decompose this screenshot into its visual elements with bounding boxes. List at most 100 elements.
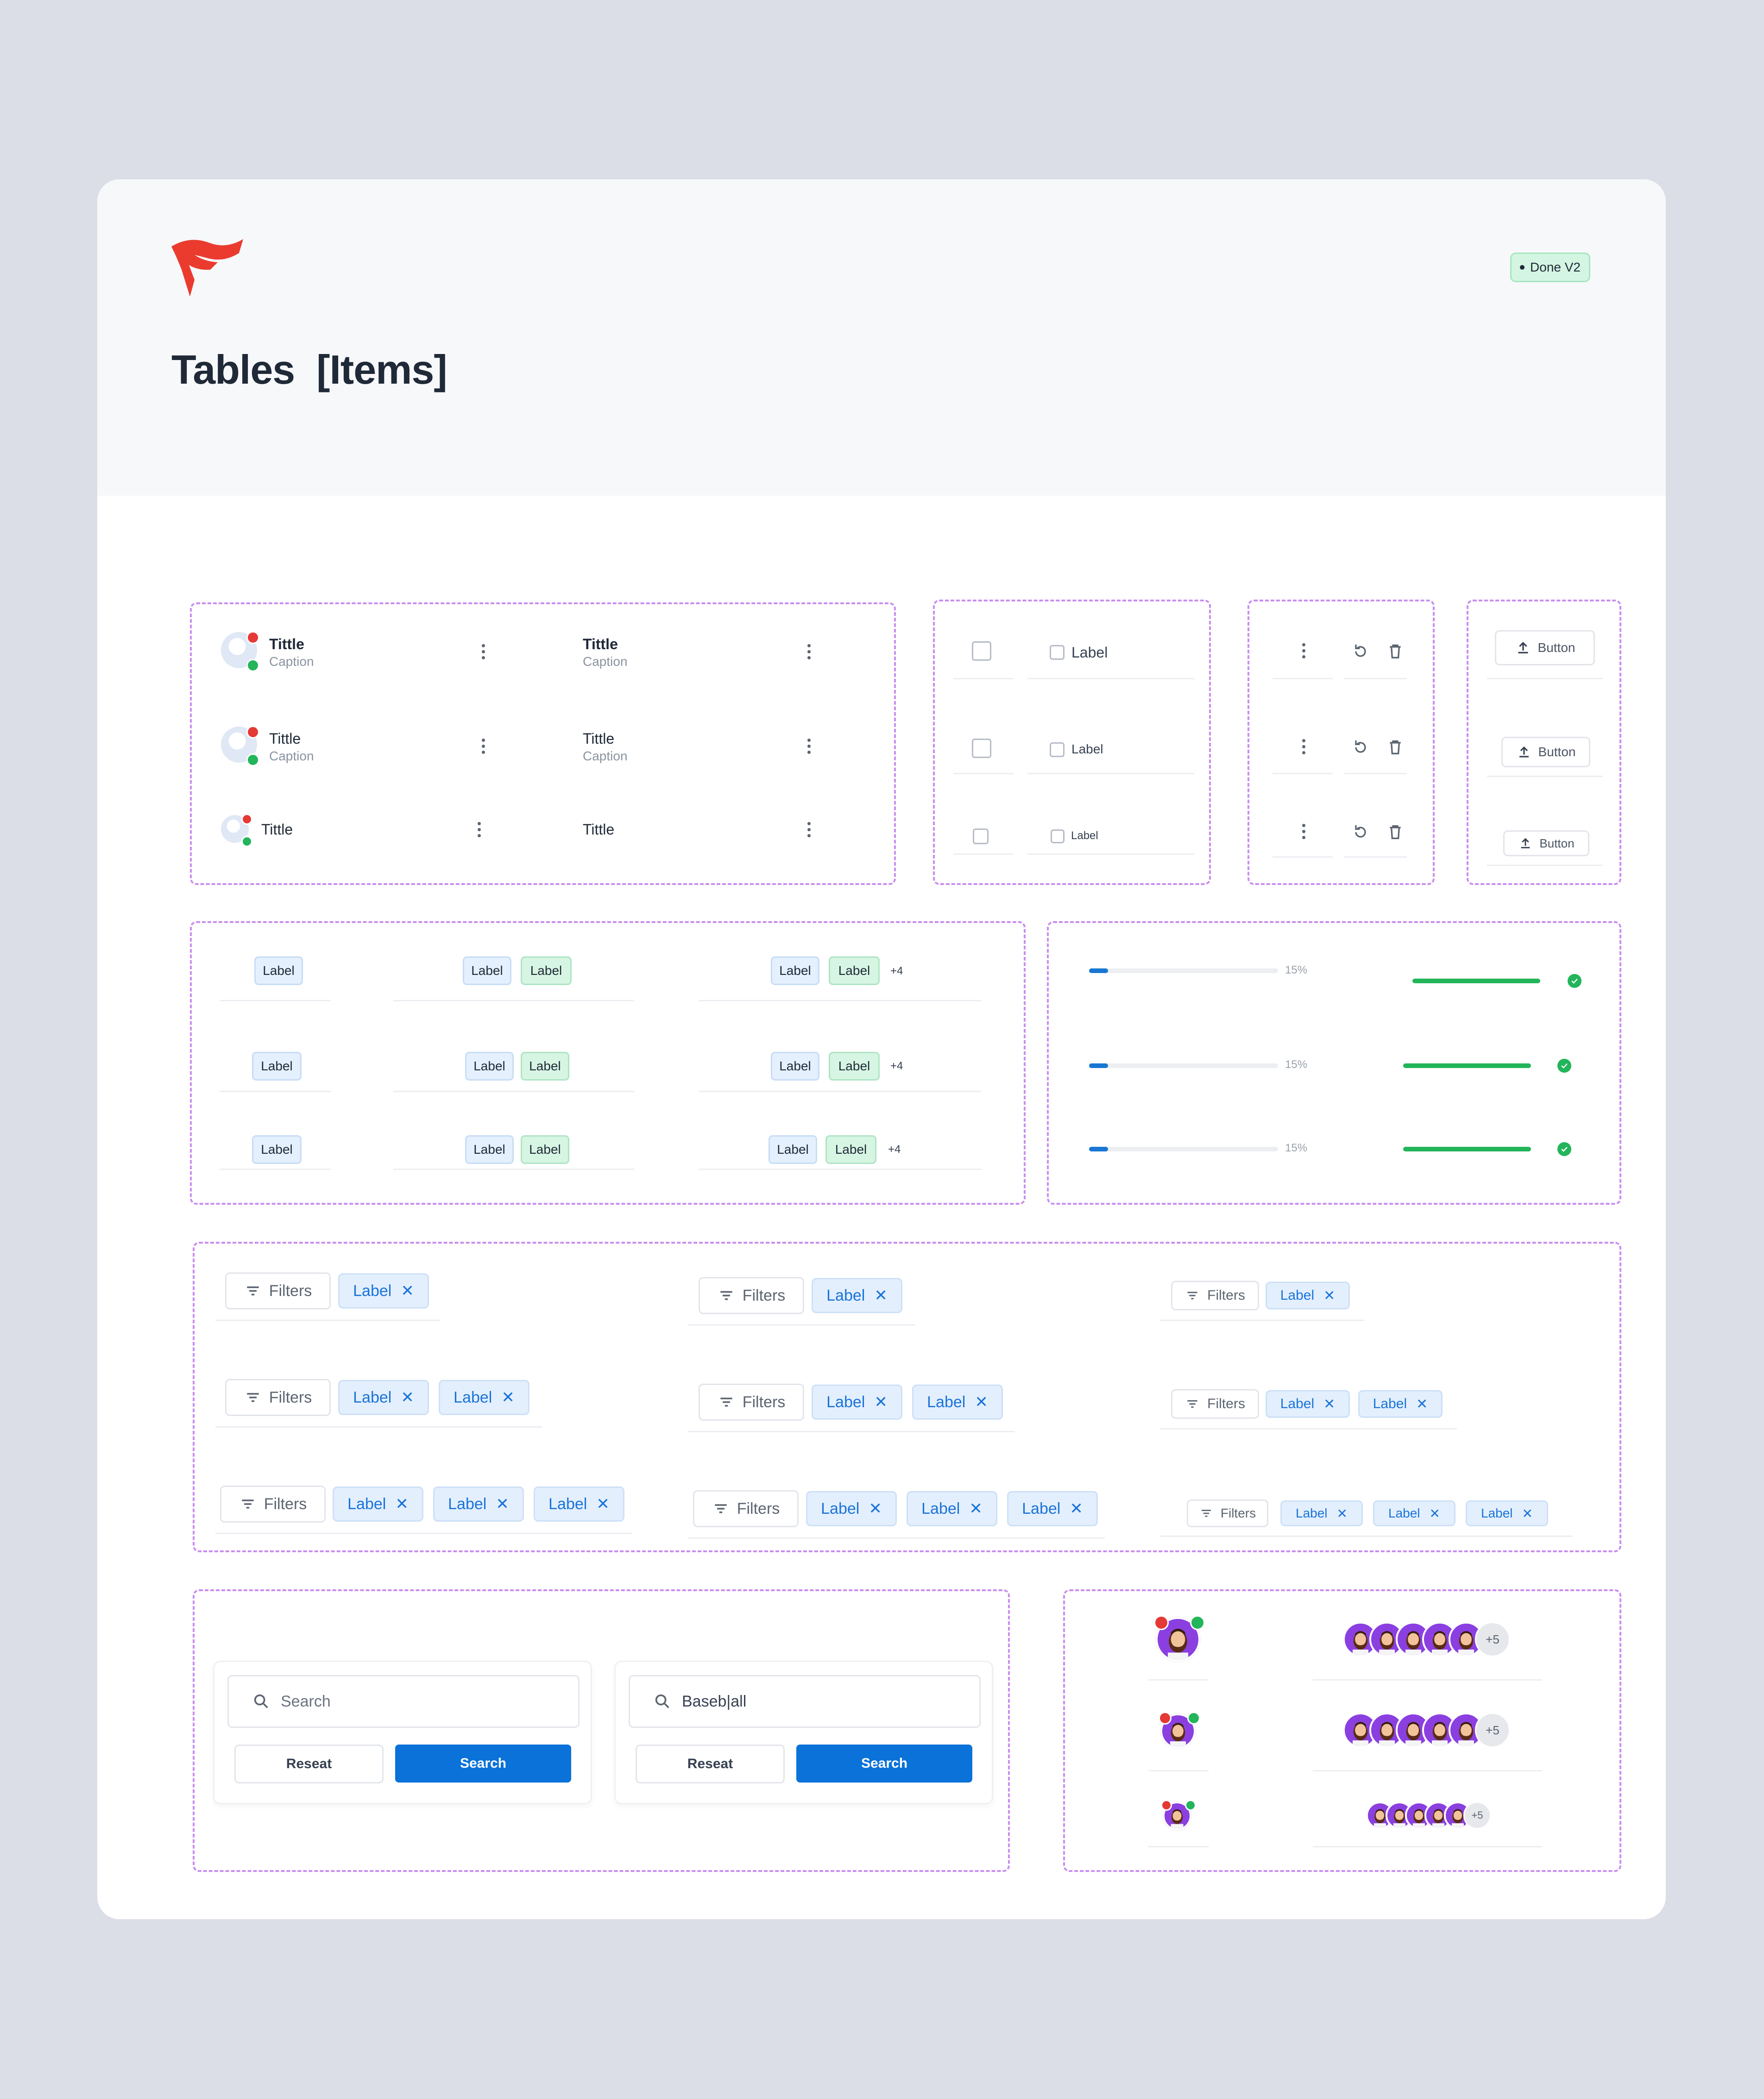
checkbox[interactable] (1050, 645, 1065, 660)
filters-button[interactable]: Filters (693, 1490, 799, 1527)
more-avatars-count[interactable]: +5 (1475, 1622, 1510, 1657)
close-icon[interactable]: ✕ (874, 1393, 888, 1411)
filter-chip[interactable]: Label ✕ (333, 1486, 423, 1522)
search-input[interactable]: Baseb|all (629, 1675, 981, 1728)
label-tag: Label (252, 1052, 302, 1081)
more-avatars-count[interactable]: +5 (1475, 1713, 1510, 1748)
close-icon[interactable]: ✕ (1522, 1506, 1533, 1521)
reset-button[interactable]: Reseat (234, 1745, 384, 1783)
item-title: Tittle (583, 730, 615, 747)
filter-chip[interactable]: Label ✕ (806, 1491, 897, 1526)
filter-chip-label: Label (1280, 1288, 1315, 1303)
more-options-icon[interactable] (807, 822, 811, 839)
close-icon[interactable]: ✕ (596, 1495, 610, 1513)
row-divider (220, 1091, 331, 1092)
filter-chip[interactable]: Label ✕ (433, 1486, 524, 1522)
refresh-icon[interactable] (1351, 823, 1370, 841)
close-icon[interactable]: ✕ (975, 1393, 988, 1411)
checkbox[interactable] (973, 828, 989, 844)
filters-button[interactable]: Filters (1171, 1281, 1259, 1310)
label-tag: Label (829, 956, 880, 985)
trash-icon[interactable] (1386, 738, 1405, 757)
filter-chip[interactable]: Label ✕ (1007, 1491, 1098, 1526)
close-icon[interactable]: ✕ (496, 1495, 509, 1513)
filter-chip[interactable]: Label ✕ (1466, 1500, 1548, 1526)
row-divider (215, 1320, 440, 1321)
checkbox[interactable] (1050, 742, 1065, 757)
upload-button[interactable]: Button (1503, 830, 1589, 856)
more-options-icon[interactable] (482, 644, 485, 661)
filters-button[interactable]: Filters (225, 1272, 331, 1309)
filters-label: Filters (269, 1282, 312, 1300)
more-options-icon[interactable] (1302, 824, 1306, 841)
filter-chip[interactable]: Label ✕ (338, 1380, 429, 1415)
row-divider (1027, 773, 1194, 774)
row-divider (688, 1431, 1014, 1432)
search-button[interactable]: Search (796, 1745, 972, 1783)
upload-icon (1519, 746, 1529, 758)
filters-button[interactable]: Filters (1171, 1389, 1259, 1419)
filter-chip[interactable]: Label ✕ (1373, 1500, 1455, 1526)
more-options-icon[interactable] (478, 822, 481, 839)
filter-chip[interactable]: Label ✕ (439, 1380, 529, 1415)
trash-icon[interactable] (1386, 823, 1405, 841)
filter-icon (247, 1393, 259, 1402)
close-icon[interactable]: ✕ (401, 1282, 414, 1300)
filters-button[interactable]: Filters (220, 1486, 326, 1523)
filter-chip[interactable]: Label ✕ (1358, 1390, 1443, 1418)
filter-chip-label: Label (347, 1495, 386, 1513)
row-divider (1313, 1846, 1542, 1847)
filter-chip[interactable]: Label ✕ (1266, 1282, 1350, 1309)
busy-status-dot (1154, 1615, 1169, 1630)
more-options-icon[interactable] (482, 739, 485, 755)
trash-icon[interactable] (1386, 642, 1405, 661)
status-badge: Done V2 (1510, 253, 1590, 282)
close-icon[interactable]: ✕ (969, 1500, 983, 1517)
filter-chip[interactable]: Label ✕ (912, 1385, 1003, 1420)
close-icon[interactable]: ✕ (869, 1500, 882, 1517)
filters-button[interactable]: Filters (699, 1384, 804, 1421)
overflow-count[interactable]: +4 (890, 1060, 903, 1072)
filter-chip[interactable]: Label ✕ (534, 1486, 624, 1522)
more-options-icon[interactable] (1302, 643, 1306, 660)
more-options-icon[interactable] (807, 739, 811, 755)
filters-button[interactable]: Filters (225, 1379, 331, 1416)
close-icon[interactable]: ✕ (1323, 1396, 1336, 1412)
filters-button[interactable]: Filters (1187, 1499, 1268, 1527)
row-divider (1487, 678, 1603, 679)
search-input[interactable]: Search (227, 1675, 580, 1728)
close-icon[interactable]: ✕ (501, 1389, 515, 1406)
overflow-count[interactable]: +4 (888, 1143, 901, 1156)
filter-chip[interactable]: Label ✕ (812, 1385, 902, 1420)
close-icon[interactable]: ✕ (1323, 1288, 1336, 1303)
filter-icon (247, 1286, 259, 1296)
more-options-icon[interactable] (807, 644, 811, 661)
overflow-count[interactable]: +4 (890, 965, 903, 977)
filter-chip[interactable]: Label ✕ (907, 1491, 997, 1526)
more-avatars-count[interactable]: +5 (1463, 1802, 1491, 1829)
close-icon[interactable]: ✕ (1336, 1506, 1348, 1521)
reset-button[interactable]: Reseat (636, 1745, 785, 1783)
filter-chip[interactable]: Label ✕ (1280, 1500, 1363, 1526)
upload-button[interactable]: Button (1501, 737, 1590, 767)
search-button[interactable]: Search (395, 1745, 571, 1783)
search-input-placeholder: Search (281, 1692, 331, 1710)
close-icon[interactable]: ✕ (1070, 1500, 1083, 1517)
close-icon[interactable]: ✕ (395, 1495, 409, 1513)
filter-chip[interactable]: Label ✕ (1266, 1390, 1350, 1418)
close-icon[interactable]: ✕ (874, 1287, 888, 1304)
more-options-icon[interactable] (1302, 739, 1306, 756)
refresh-icon[interactable] (1351, 738, 1370, 757)
upload-button[interactable]: Button (1495, 630, 1595, 665)
close-icon[interactable]: ✕ (401, 1389, 414, 1406)
checkbox[interactable] (1051, 829, 1065, 843)
filter-chip[interactable]: Label ✕ (338, 1273, 429, 1309)
label-tag: Label (829, 1052, 880, 1081)
checkbox[interactable] (972, 739, 991, 758)
checkbox[interactable] (972, 641, 991, 661)
close-icon[interactable]: ✕ (1416, 1396, 1428, 1412)
filters-button[interactable]: Filters (699, 1277, 804, 1314)
filter-chip[interactable]: Label ✕ (812, 1278, 902, 1313)
refresh-icon[interactable] (1351, 642, 1370, 661)
close-icon[interactable]: ✕ (1429, 1506, 1440, 1521)
